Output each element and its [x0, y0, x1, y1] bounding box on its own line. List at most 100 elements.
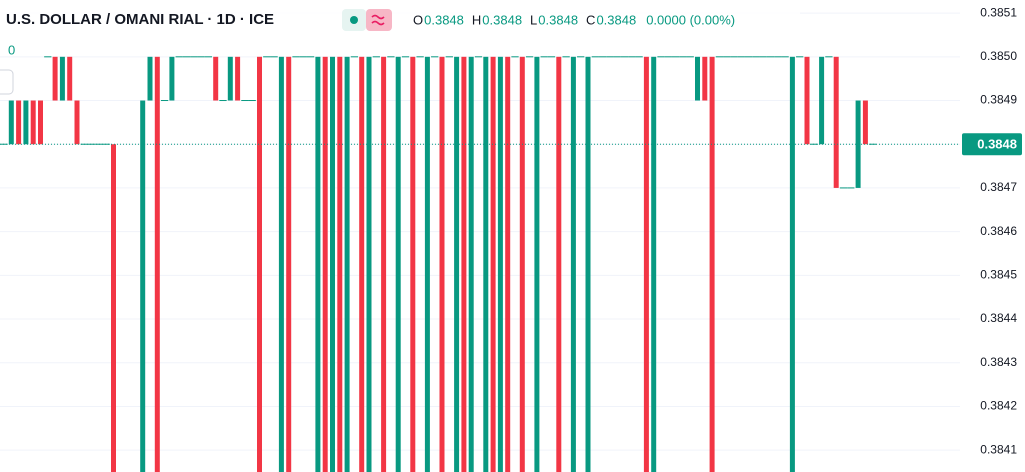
candle-body: [730, 56, 738, 58]
alert-badge[interactable]: [366, 9, 392, 31]
candle-body: [847, 187, 855, 189]
candle-body: [102, 143, 110, 145]
candle-body: [562, 56, 570, 58]
candle-body: [95, 143, 103, 145]
candle-body: [723, 56, 731, 58]
candle-body: [454, 56, 460, 472]
candle-body: [483, 56, 489, 472]
candle-body: [248, 100, 256, 102]
candle-body: [372, 56, 380, 58]
y-tick-label: 0.3843: [980, 355, 1017, 369]
candle-body: [702, 56, 708, 101]
candle-body: [657, 56, 665, 58]
candle-body: [204, 56, 213, 58]
candle-body: [862, 100, 868, 145]
legend-key: L: [530, 12, 537, 27]
candle-body: [44, 56, 52, 58]
grid: [0, 12, 960, 451]
candle-body: [263, 56, 271, 58]
candle-body: [59, 56, 65, 101]
candle-body: [241, 100, 249, 102]
candle-body: [416, 56, 424, 58]
candle-body: [410, 56, 416, 472]
candle-body: [381, 56, 387, 472]
candle-body: [819, 56, 825, 145]
candle-body: [752, 56, 760, 58]
last-price-box: [962, 133, 1022, 156]
candle-body: [190, 56, 198, 58]
y-tick-label: 0.3841: [980, 442, 1017, 456]
candle-body: [315, 56, 321, 472]
candle-body: [292, 56, 300, 58]
candle-body: [540, 56, 548, 58]
candle-body: [350, 56, 359, 58]
symbol-title: U.S. DOLLAR / OMANI RIAL · 1D · ICE: [6, 11, 274, 28]
alert-icon: [371, 14, 385, 26]
y-tick-label: 0.3851: [980, 5, 1017, 19]
candle-body: [299, 56, 307, 58]
candle-body: [789, 56, 795, 472]
candle-body: [759, 56, 767, 58]
candle-body: [490, 56, 496, 472]
candle-body: [23, 100, 29, 145]
y-tick-label: 0.3842: [980, 399, 1017, 413]
collapse-button[interactable]: [0, 69, 14, 95]
candle-body: [671, 56, 680, 58]
candle-body: [306, 56, 315, 58]
candle-body: [796, 56, 804, 58]
candle-body: [366, 56, 372, 472]
status-dot: [350, 16, 358, 24]
candle-body: [744, 56, 753, 58]
candle-body: [235, 56, 241, 101]
legend-value: 0.3848: [424, 12, 464, 27]
candle-body: [359, 56, 365, 472]
candle-body: [468, 56, 474, 472]
candle-body: [344, 56, 350, 472]
candle-body: [505, 56, 511, 472]
candle-body: [497, 56, 503, 472]
candle-body: [67, 56, 73, 101]
candle-body: [154, 56, 160, 472]
candle-body: [461, 56, 467, 472]
indicator-value: 0: [8, 42, 15, 57]
legend-key: O: [413, 12, 423, 27]
candle-body: [591, 56, 599, 58]
candle-body: [227, 56, 233, 101]
candle-body: [766, 56, 775, 58]
candle-body: [445, 56, 453, 58]
candle-body: [175, 56, 183, 58]
candle-body: [511, 56, 519, 58]
candle-body: [38, 100, 43, 145]
candle-body: [322, 56, 328, 472]
candle-body: [424, 56, 430, 472]
candle-body: [737, 56, 745, 58]
candle-body: [833, 56, 839, 188]
candle-body: [337, 56, 343, 472]
candle-body: [431, 56, 439, 58]
candle-body: [474, 56, 483, 58]
candle-body: [839, 187, 848, 189]
legend-value: 0.3848: [538, 12, 578, 27]
header-bg: [0, 4, 800, 36]
candle-body: [169, 56, 175, 101]
candle-body: [606, 56, 614, 58]
candle-body: [585, 56, 591, 472]
candle-body: [781, 56, 789, 58]
candle-body: [556, 56, 562, 472]
candle-body: [197, 56, 205, 58]
candle-body: [401, 56, 410, 58]
last-price-label: 0.3848: [977, 137, 1017, 152]
candle-body: [160, 100, 169, 102]
legend-key: C: [586, 12, 595, 27]
candle-body: [30, 100, 36, 145]
candle-body: [16, 100, 22, 145]
candle-body: [810, 143, 818, 145]
candle-body: [825, 56, 833, 58]
candle-body: [519, 56, 525, 472]
candle-body: [387, 56, 395, 58]
plot-area: [0, 56, 960, 472]
y-tick-label: 0.3846: [980, 224, 1017, 238]
candle-body: [330, 56, 335, 472]
